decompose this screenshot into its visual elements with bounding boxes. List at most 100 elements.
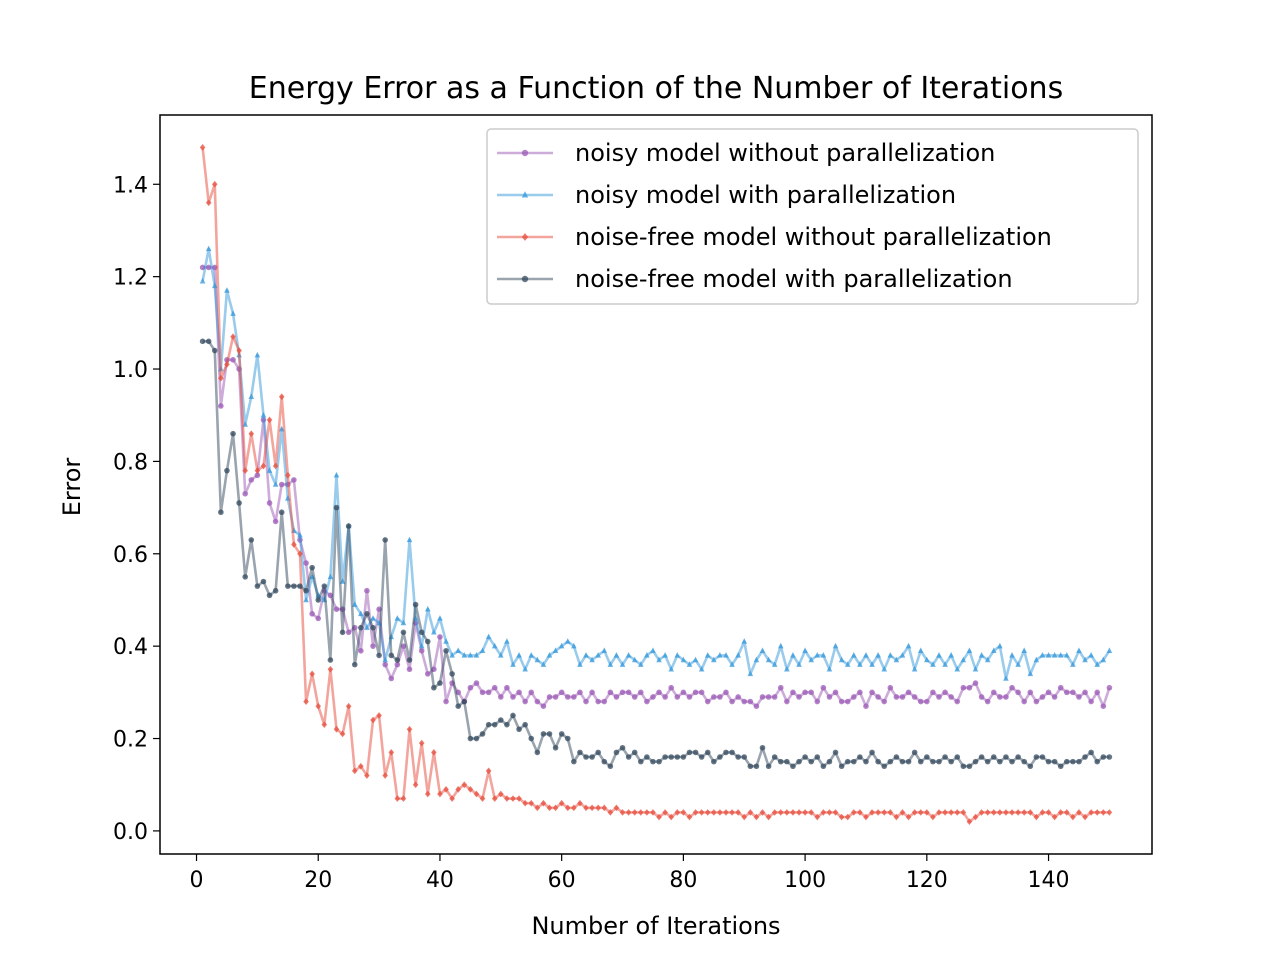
data-point [930, 689, 936, 696]
data-point [881, 665, 888, 672]
data-point [449, 652, 455, 658]
data-point [248, 477, 255, 483]
data-point [382, 537, 388, 543]
legend-box [486, 128, 1139, 305]
data-point [613, 749, 620, 756]
data-point [260, 411, 267, 418]
data-point [1051, 652, 1058, 658]
data-point [1094, 758, 1101, 765]
data-point [558, 799, 565, 807]
data-point [863, 703, 869, 709]
data-point [808, 689, 814, 696]
data-point [406, 725, 413, 733]
data-point [205, 264, 212, 271]
data-point [583, 652, 589, 658]
data-point [479, 647, 486, 654]
data-point [619, 689, 626, 696]
data-point [869, 661, 875, 667]
data-point [491, 642, 498, 649]
data-point [406, 536, 413, 543]
data-point [990, 754, 997, 760]
data-point [899, 652, 906, 658]
data-point [431, 628, 437, 635]
data-point [911, 694, 918, 700]
y-axis: 0.0 0.2 0.4 0.6 0.8 1.0 1.2 1.4 [113, 173, 160, 845]
data-point [820, 763, 827, 770]
data-point [376, 712, 382, 719]
data-point [911, 749, 918, 756]
data-point [394, 615, 401, 621]
data-point [461, 698, 468, 705]
data-point [717, 694, 723, 700]
data-point [692, 689, 699, 696]
data-point [1045, 652, 1052, 658]
data-point [498, 717, 504, 723]
data-point [704, 698, 711, 705]
y-tick-label: 1.0 [113, 358, 148, 383]
data-point [461, 781, 468, 789]
legend-label: noise-free model without parallelization [575, 223, 1052, 251]
data-point [1009, 652, 1015, 658]
data-point [692, 809, 699, 816]
data-point [1106, 754, 1113, 760]
data-point [437, 680, 443, 686]
data-point [644, 754, 650, 760]
data-point [942, 661, 948, 667]
data-point [759, 809, 766, 816]
data-point [966, 647, 973, 654]
data-point [418, 739, 425, 747]
data-point [498, 652, 504, 658]
data-point [388, 675, 395, 682]
data-point [1063, 758, 1070, 765]
legend-marker [521, 149, 529, 157]
data-point [333, 606, 340, 613]
data-point [358, 624, 364, 631]
data-point [619, 809, 626, 816]
data-point [668, 754, 675, 760]
data-point [613, 804, 620, 812]
data-point [504, 795, 510, 802]
data-point [930, 813, 936, 821]
data-point [339, 629, 346, 636]
data-point [1039, 754, 1046, 760]
data-point [668, 813, 675, 821]
data-point [558, 689, 565, 696]
data-point [589, 804, 595, 812]
data-point [662, 754, 668, 760]
data-point [333, 504, 340, 511]
data-point [473, 790, 480, 798]
data-point [875, 694, 881, 700]
data-point [1057, 763, 1064, 770]
data-point [443, 647, 449, 654]
data-point [540, 799, 547, 807]
data-point [637, 689, 644, 696]
data-point [978, 809, 985, 816]
data-point [230, 430, 236, 437]
data-point [370, 624, 376, 631]
data-point [479, 689, 486, 696]
data-point [990, 809, 997, 816]
x-tick-label: 140 [1028, 868, 1070, 893]
data-point [814, 754, 821, 760]
data-point [644, 698, 650, 705]
data-point [285, 471, 291, 479]
data-point [808, 656, 814, 663]
data-point [723, 689, 729, 696]
data-point [418, 629, 425, 636]
data-point [589, 689, 595, 696]
x-axis: 0 20 40 60 80 100 120 140 [190, 854, 1070, 893]
data-point [504, 721, 510, 728]
data-point [516, 652, 522, 658]
data-point [394, 661, 401, 668]
data-point [546, 652, 553, 658]
data-point [449, 795, 455, 802]
data-point [1021, 647, 1027, 654]
data-point [1070, 813, 1076, 821]
data-point [1076, 809, 1082, 816]
data-point [808, 809, 814, 816]
data-point [850, 809, 857, 816]
data-point [248, 430, 255, 438]
data-point [315, 702, 322, 710]
data-point [345, 523, 352, 529]
data-point [394, 795, 401, 802]
